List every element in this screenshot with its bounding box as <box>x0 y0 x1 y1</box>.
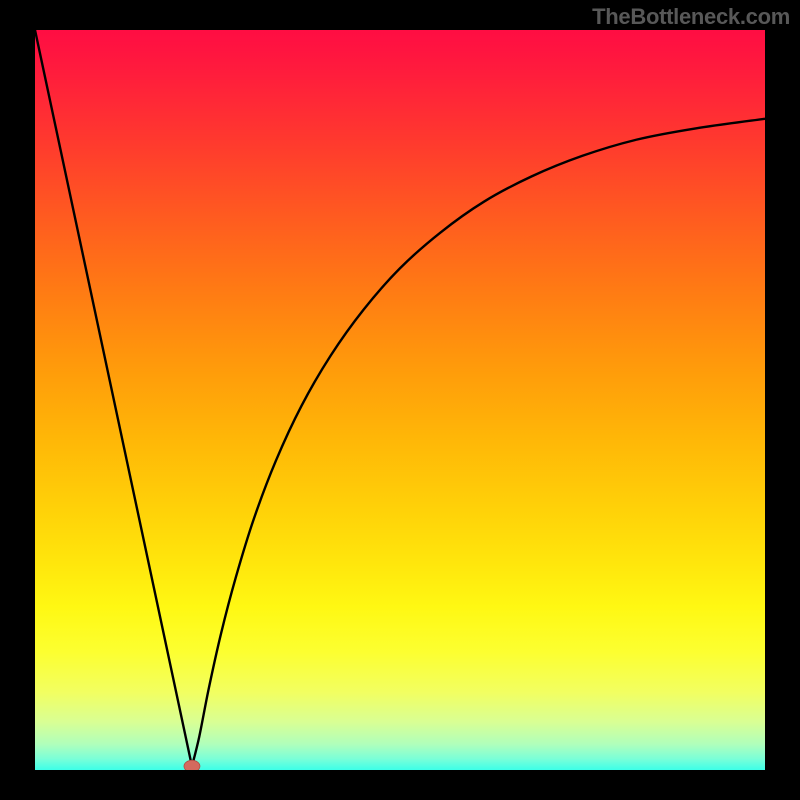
gradient-background <box>35 30 765 770</box>
figure-container: TheBottleneck.com <box>0 0 800 800</box>
bottleneck-chart <box>35 30 765 770</box>
plot-area <box>35 30 765 770</box>
watermark-text: TheBottleneck.com <box>592 4 790 30</box>
optimal-point-marker <box>184 760 200 770</box>
